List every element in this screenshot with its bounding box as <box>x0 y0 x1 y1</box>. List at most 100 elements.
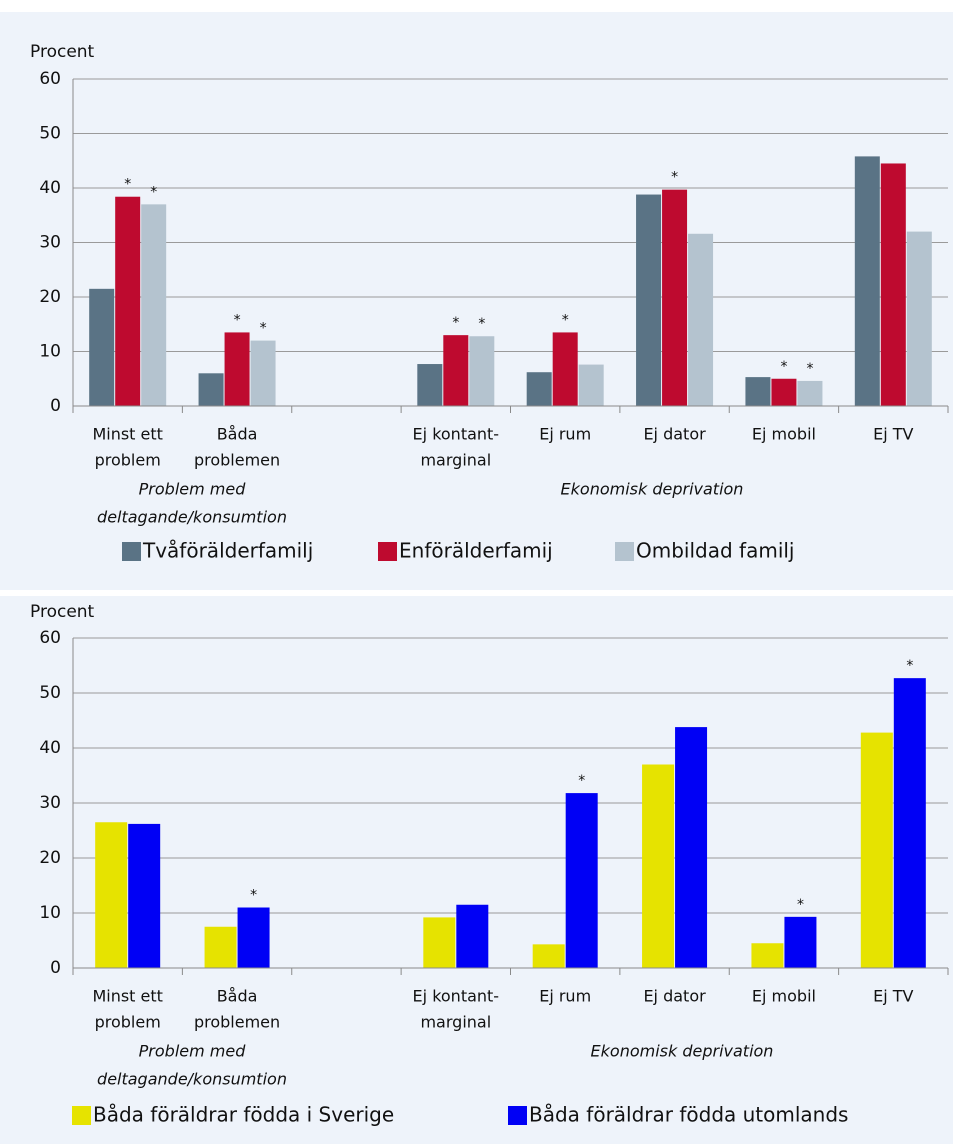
bar <box>636 194 662 406</box>
y-tick-label: 20 <box>39 287 61 307</box>
bar <box>443 335 469 406</box>
bar <box>906 231 932 406</box>
bar <box>224 332 250 406</box>
bar <box>532 944 565 968</box>
legend-label: Ombildad familj <box>636 539 795 563</box>
x-tick-label: Ej dator <box>643 987 706 1006</box>
bar <box>771 378 797 406</box>
significance-mark: * <box>780 359 787 375</box>
legend-label: Båda föräldrar födda utomlands <box>529 1103 848 1127</box>
bar <box>893 678 926 968</box>
significance-mark: * <box>906 658 913 674</box>
y-tick-label: 60 <box>39 628 61 648</box>
bar <box>250 340 276 406</box>
bar <box>198 373 224 406</box>
x-tick-label: marginal <box>420 451 491 470</box>
y-tick-label: 0 <box>50 396 61 416</box>
significance-mark: * <box>797 897 804 913</box>
y-tick-label: 40 <box>39 738 61 758</box>
legend-swatch <box>378 542 397 561</box>
significance-mark: * <box>234 312 241 328</box>
bar <box>642 764 675 968</box>
y-tick-label: 40 <box>39 178 61 198</box>
bar <box>854 156 880 406</box>
bar <box>578 364 604 406</box>
x-tick-label: Minst ett <box>92 425 162 444</box>
legend-swatch <box>508 1106 527 1125</box>
bar <box>675 727 708 968</box>
y-axis-label: Procent <box>30 602 95 622</box>
x-tick-label: Ej TV <box>873 987 913 1006</box>
bar <box>662 189 688 406</box>
bar <box>89 288 115 406</box>
significance-mark: * <box>578 773 585 789</box>
group-label: Ekonomisk deprivation <box>591 1042 774 1061</box>
bar <box>237 907 270 968</box>
legend-label: Båda föräldrar födda i Sverige <box>93 1103 394 1127</box>
y-tick-label: 0 <box>50 958 61 978</box>
bar <box>141 204 167 406</box>
legend-label: Enförälderfamij <box>399 539 553 563</box>
group-label: Problem med <box>139 1042 247 1061</box>
y-tick-label: 30 <box>39 233 61 253</box>
y-axis-label: Procent <box>30 42 95 62</box>
y-tick-label: 60 <box>39 69 61 89</box>
bar <box>552 332 578 406</box>
bar <box>751 943 784 968</box>
y-tick-label: 30 <box>39 793 61 813</box>
x-tick-label: marginal <box>420 1013 491 1032</box>
y-tick-label: 20 <box>39 848 61 868</box>
bar <box>784 916 817 968</box>
legend-swatch <box>72 1106 91 1125</box>
significance-mark: * <box>671 170 678 186</box>
group-label: deltagande/konsumtion <box>97 508 287 527</box>
significance-mark: * <box>452 315 459 331</box>
x-tick-label: problem <box>95 1013 161 1032</box>
bar <box>860 732 893 968</box>
significance-mark: * <box>562 312 569 328</box>
significance-mark: * <box>124 177 131 193</box>
significance-mark: * <box>250 888 257 904</box>
group-label: Ekonomisk deprivation <box>561 480 744 499</box>
y-tick-label: 50 <box>39 124 61 144</box>
group-label: Problem med <box>139 480 247 499</box>
x-tick-label: Ej TV <box>873 425 913 444</box>
bar <box>469 336 495 406</box>
bar <box>565 793 598 968</box>
bar <box>688 233 714 406</box>
x-tick-label: Ej dator <box>643 425 706 444</box>
legend-swatch <box>615 542 634 561</box>
x-tick-label: Ej mobil <box>752 987 816 1006</box>
bar <box>95 822 128 968</box>
x-tick-label: Båda <box>217 425 258 444</box>
y-tick-label: 10 <box>39 342 61 362</box>
significance-mark: * <box>478 316 485 332</box>
significance-mark: * <box>260 321 267 337</box>
x-tick-label: Ej kontant- <box>413 987 500 1006</box>
x-tick-label: problemen <box>194 1013 280 1032</box>
x-tick-label: Minst ett <box>92 987 162 1006</box>
legend-label: Tvåförälderfamilj <box>142 539 313 563</box>
x-tick-label: problem <box>95 451 161 470</box>
x-tick-label: problemen <box>194 451 280 470</box>
bar <box>423 917 456 968</box>
x-tick-label: Ej kontant- <box>413 425 500 444</box>
bar <box>204 926 237 968</box>
bar <box>526 372 552 406</box>
significance-mark: * <box>150 184 157 200</box>
bar <box>128 823 161 968</box>
significance-mark: * <box>806 361 813 377</box>
bar <box>456 904 489 968</box>
bar <box>880 163 906 406</box>
bar <box>115 196 141 406</box>
group-label: deltagande/konsumtion <box>97 1070 287 1089</box>
bar <box>797 380 823 406</box>
x-tick-label: Ej rum <box>539 425 591 444</box>
y-tick-label: 50 <box>39 683 61 703</box>
x-tick-label: Ej rum <box>539 987 591 1006</box>
legend-swatch <box>122 542 141 561</box>
bar <box>417 364 443 406</box>
y-tick-label: 10 <box>39 903 61 923</box>
x-tick-label: Båda <box>217 987 258 1006</box>
